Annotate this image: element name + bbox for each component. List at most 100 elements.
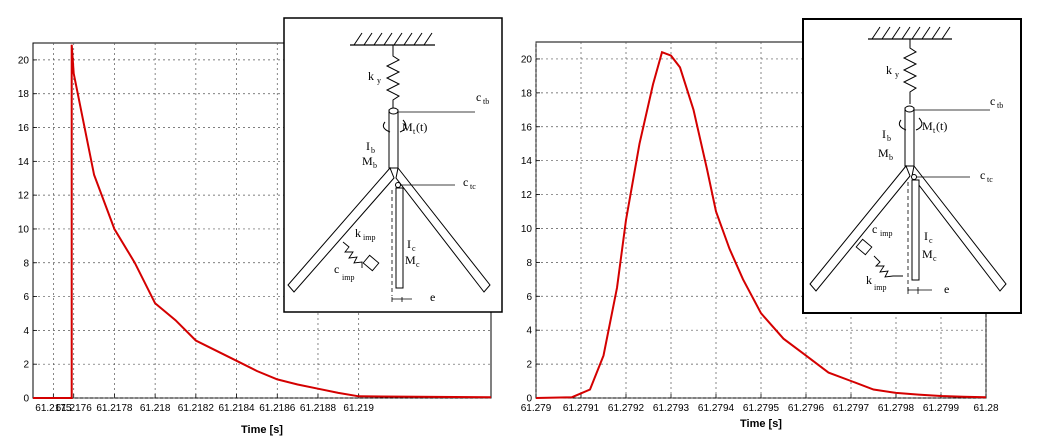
shaft-top bbox=[904, 105, 915, 113]
series-polyline bbox=[33, 44, 492, 399]
x-tick-label: 61.2795 bbox=[743, 403, 780, 414]
mb-sub: b bbox=[889, 153, 893, 162]
ctc-sub: tc bbox=[987, 175, 993, 184]
x-tick-label: 61.219 bbox=[343, 403, 374, 414]
y-tick-label: 2 bbox=[23, 360, 29, 371]
inset-diagram-right: k y c tb M t (t) I b M b c tc c imp k im… bbox=[802, 18, 1022, 314]
mt-sub: t bbox=[413, 127, 416, 136]
ky-sub: y bbox=[895, 70, 899, 79]
y-tick-label: 2 bbox=[526, 360, 532, 371]
x-tick-label: 61.2794 bbox=[698, 403, 735, 414]
moment-arrow bbox=[382, 119, 407, 133]
y-tick-label: 8 bbox=[23, 258, 29, 269]
cimp-damper bbox=[362, 254, 380, 272]
mc-label: M bbox=[922, 247, 933, 261]
ky-label: k bbox=[886, 63, 892, 77]
impactor-rod bbox=[395, 187, 404, 289]
ctc-sub: tc bbox=[470, 182, 476, 191]
ic-sub: c bbox=[412, 244, 416, 253]
x-tick-label: 61.28 bbox=[973, 403, 998, 414]
arm-right bbox=[395, 166, 491, 293]
y-tick-label: 16 bbox=[521, 122, 533, 133]
kimp-label: k bbox=[866, 273, 872, 287]
mt-label: M bbox=[922, 119, 933, 133]
series-line bbox=[33, 44, 492, 399]
y-tick-label: 4 bbox=[526, 326, 532, 337]
mt-tail: (t) bbox=[936, 119, 947, 133]
y-tick-label: 14 bbox=[521, 156, 533, 167]
shaft-b bbox=[388, 109, 399, 169]
mc-sub: c bbox=[416, 260, 420, 269]
e-arrow bbox=[391, 297, 412, 302]
y-tick-label: 6 bbox=[526, 292, 532, 303]
y-tick-label: 4 bbox=[23, 326, 29, 337]
inset-diagram-left: k y c tb M t (t) I b M b c tc k imp c im… bbox=[283, 17, 503, 313]
x-axis-title: Time [s] bbox=[740, 418, 782, 430]
x-tick-label: 61.2175 bbox=[35, 403, 72, 414]
e-label: e bbox=[430, 290, 435, 304]
ib-label: I bbox=[366, 139, 370, 153]
y-tick-label: 18 bbox=[521, 88, 533, 99]
y-tick-labels: 0 2 4 6 8 10 12 14 16 18 20 bbox=[18, 55, 30, 404]
impactor-rod bbox=[911, 179, 920, 281]
ic-label: I bbox=[924, 229, 928, 243]
arm-left bbox=[809, 165, 911, 292]
y-tick-label: 14 bbox=[18, 157, 30, 168]
cimp-label: c bbox=[334, 262, 339, 276]
x-tick-label: 61.2178 bbox=[96, 403, 133, 414]
y-tick-label: 6 bbox=[23, 292, 29, 303]
ground-hatch bbox=[353, 32, 433, 46]
ctb-sub: tb bbox=[997, 101, 1003, 110]
kimp-spring bbox=[342, 241, 363, 268]
mt-label: M bbox=[402, 120, 413, 134]
x-tick-label: 61.2184 bbox=[218, 403, 255, 414]
y-tick-label: 18 bbox=[18, 89, 30, 100]
moment-arrow bbox=[898, 117, 923, 131]
ic-label: I bbox=[407, 237, 411, 251]
shaft-top bbox=[388, 107, 399, 115]
arm-right bbox=[911, 164, 1007, 292]
x-tick-labels: 61.279 61.2791 61.2792 61.2793 61.2794 61.279… bbox=[521, 403, 999, 414]
mc-sub: c bbox=[933, 254, 937, 263]
x-tick-label: 61.2188 bbox=[300, 403, 337, 414]
mt-tail: (t) bbox=[416, 120, 427, 134]
ctc-pivot bbox=[395, 182, 401, 188]
x-tick-label: 61.218 bbox=[140, 403, 171, 414]
cimp-sub: imp bbox=[880, 229, 892, 238]
arm-left bbox=[287, 167, 395, 293]
x-tick-label: 61.2799 bbox=[923, 403, 960, 414]
shaft-b bbox=[904, 107, 915, 167]
y-tick-label: 0 bbox=[526, 394, 532, 405]
x-tick-label: 61.2182 bbox=[178, 403, 215, 414]
x-tick-label: 61.279 bbox=[521, 403, 552, 414]
spring-ky bbox=[385, 45, 401, 108]
ic-sub: c bbox=[929, 236, 933, 245]
kimp-spring bbox=[873, 255, 903, 278]
ctb-sub: tb bbox=[483, 97, 489, 106]
y-tick-label: 0 bbox=[23, 394, 29, 405]
series-line bbox=[535, 50, 987, 399]
ctc-label: c bbox=[463, 175, 468, 189]
ky-label: k bbox=[368, 69, 374, 83]
cimp-damper bbox=[855, 238, 873, 256]
kimp-sub: imp bbox=[363, 233, 375, 242]
x-tick-label: 61.2186 bbox=[259, 403, 296, 414]
mc-label: M bbox=[405, 253, 416, 267]
x-tick-label: 61.2791 bbox=[563, 403, 600, 414]
y-tick-label: 10 bbox=[18, 224, 30, 235]
y-tick-label: 12 bbox=[521, 190, 533, 201]
y-tick-labels: 0 2 4 6 8 10 12 14 16 18 20 bbox=[521, 54, 533, 404]
ctc-label: c bbox=[980, 168, 985, 182]
y-tick-label: 20 bbox=[521, 54, 533, 65]
ky-sub: y bbox=[377, 76, 381, 85]
ctb-label: c bbox=[990, 94, 995, 108]
ib-label: I bbox=[882, 127, 886, 141]
e-label: e bbox=[944, 282, 949, 296]
y-tick-label: 8 bbox=[526, 258, 532, 269]
mt-sub: t bbox=[933, 126, 936, 135]
ctb-label: c bbox=[476, 90, 481, 104]
e-arrow bbox=[907, 287, 932, 294]
kimp-sub: imp bbox=[874, 283, 886, 292]
